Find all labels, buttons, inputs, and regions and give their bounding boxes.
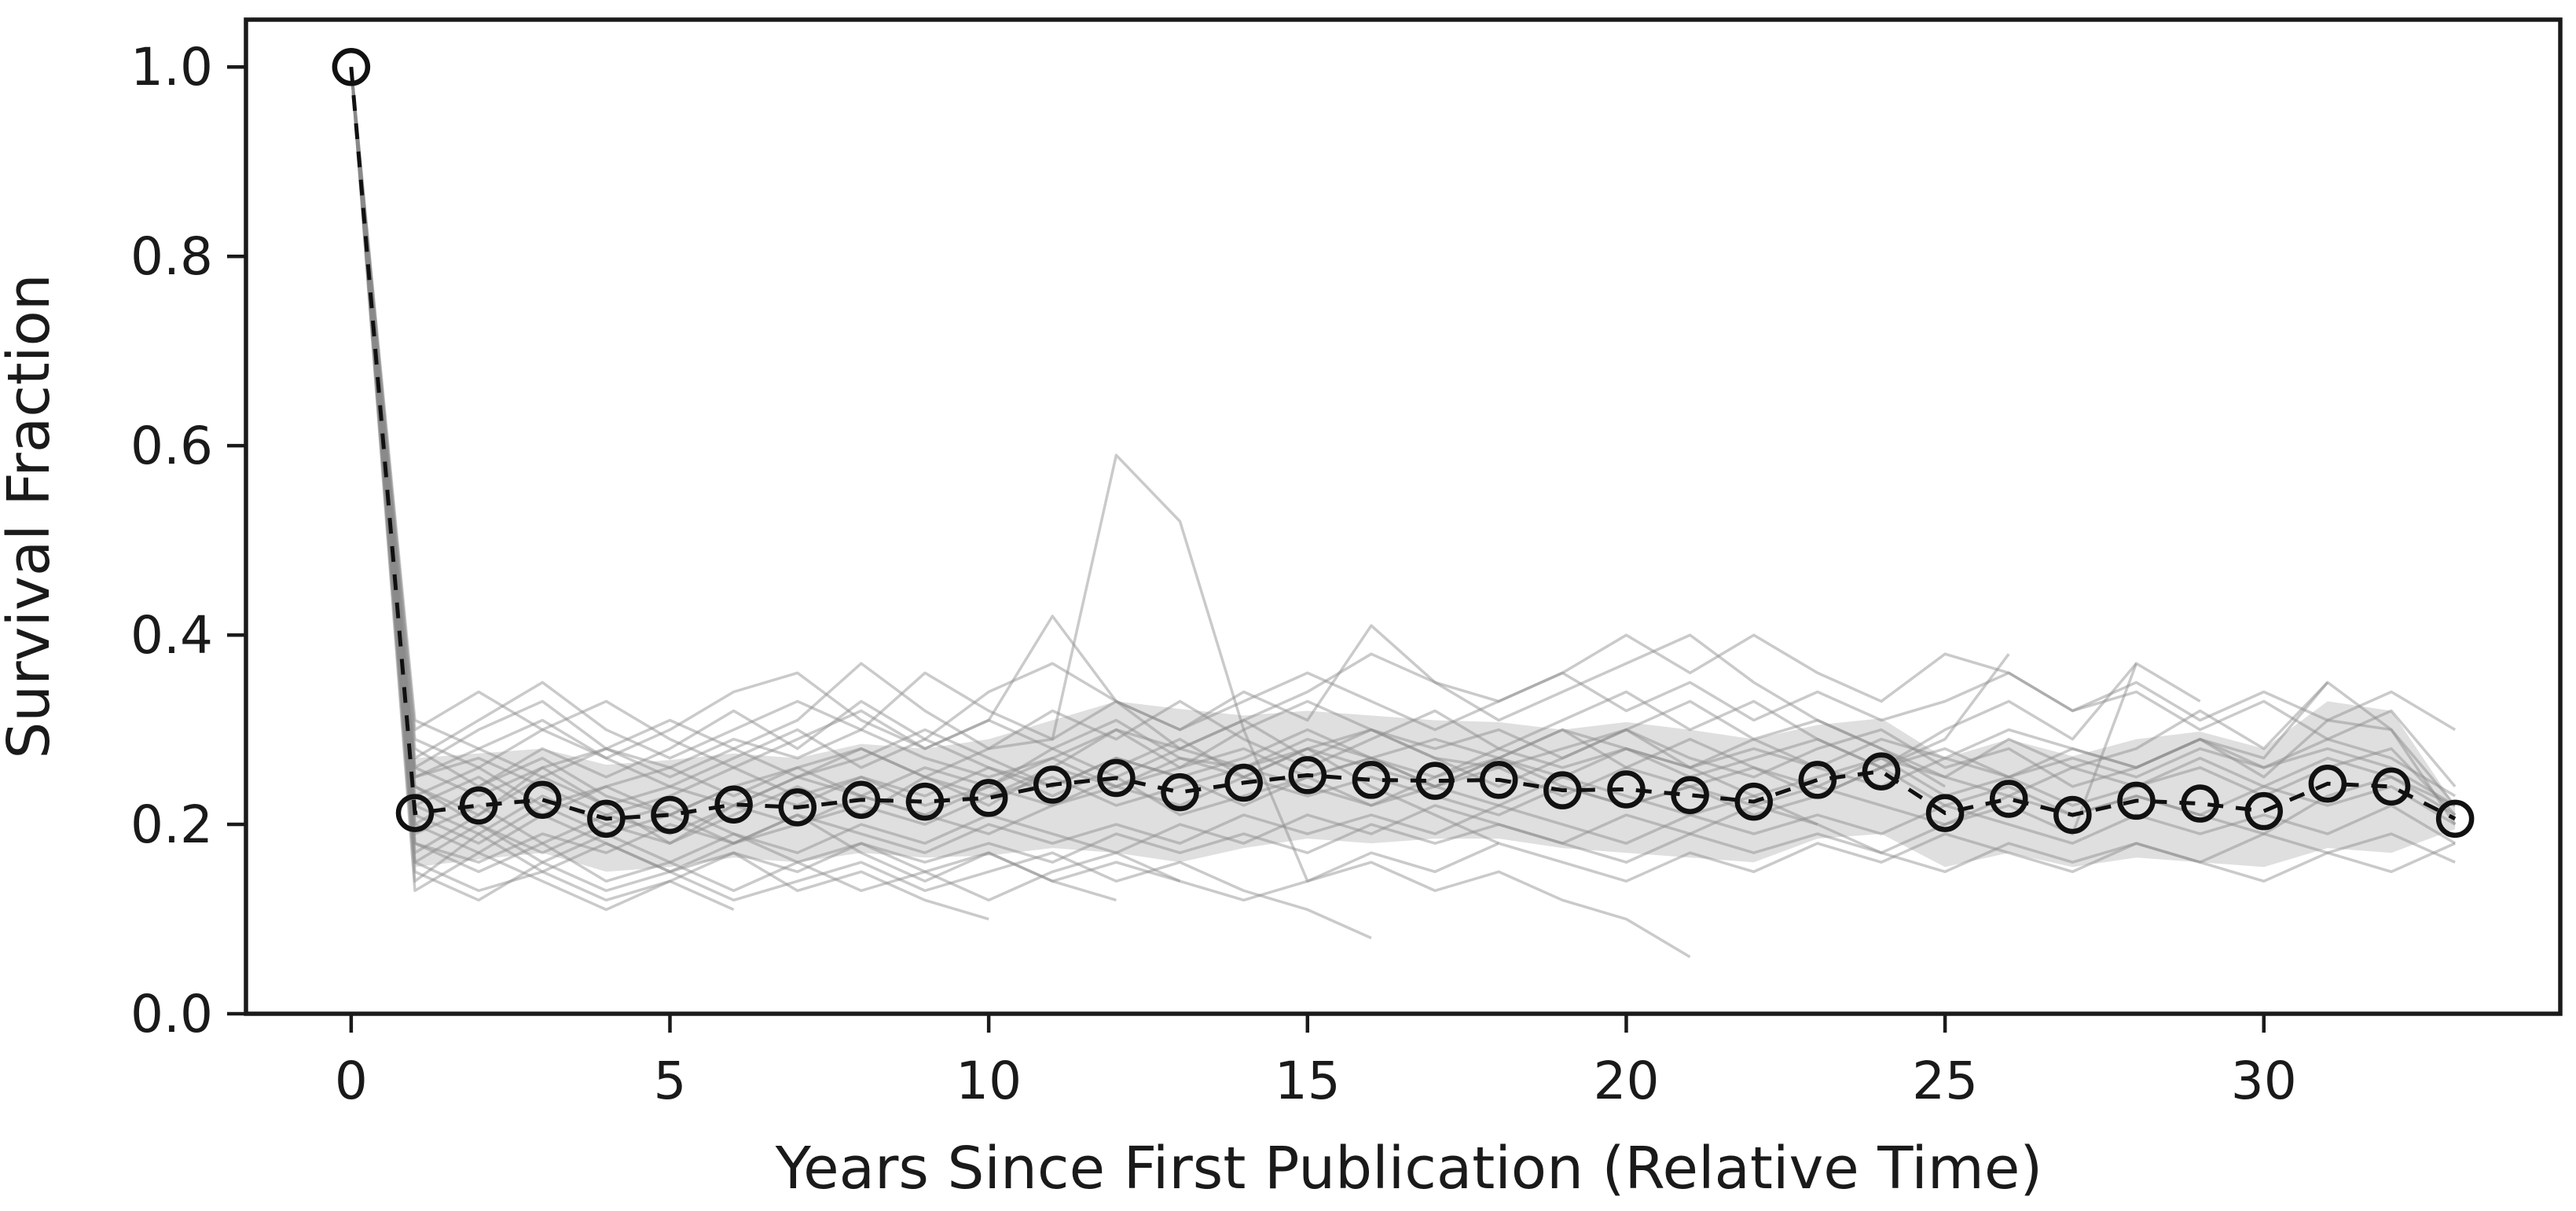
individual-run-line xyxy=(350,67,2457,845)
mean-marker xyxy=(332,47,371,86)
y-tick-label: 0.4 xyxy=(130,605,213,666)
individual-run-line xyxy=(350,67,2457,845)
mean-marker xyxy=(1033,765,1072,804)
individual-run-line xyxy=(350,67,2456,893)
individual-run-line xyxy=(350,67,1818,826)
mean-marker xyxy=(523,780,562,819)
x-axis-ticks: 0 5 10 15 20 25 30 xyxy=(335,1014,2297,1111)
x-tick-label: 20 xyxy=(1593,1051,1659,1111)
x-tick-label: 10 xyxy=(956,1051,1022,1111)
mean-marker xyxy=(1798,761,1837,799)
x-tick-label: 0 xyxy=(335,1051,368,1111)
individual-run-line xyxy=(350,67,2457,807)
mean-marker xyxy=(778,788,817,827)
individual-run-line xyxy=(350,67,2457,760)
individual-run-line xyxy=(350,67,735,912)
mean-marker xyxy=(1607,770,1646,809)
individual-run-line xyxy=(350,67,1181,893)
x-tick-label: 30 xyxy=(2231,1051,2297,1111)
x-tick-label: 5 xyxy=(654,1051,687,1111)
individual-run-line xyxy=(350,67,2457,854)
individual-run-line xyxy=(350,67,1946,788)
mean-marker xyxy=(1989,780,2028,818)
y-tick-label: 0.6 xyxy=(130,416,213,476)
mean-marker xyxy=(2244,791,2283,831)
individual-run-line xyxy=(350,67,2457,864)
individual-run-line xyxy=(350,67,2456,826)
mean-marker xyxy=(587,799,626,839)
individual-run-line xyxy=(350,67,2457,826)
mean-marker xyxy=(1925,794,1965,832)
mean-marker xyxy=(1479,761,1518,799)
mean-marker xyxy=(651,795,689,835)
mean-marker xyxy=(1161,772,1199,812)
mean-marker xyxy=(2372,767,2411,806)
individual-run-line xyxy=(350,67,2137,779)
mean-marker xyxy=(1288,756,1327,794)
mean-marker xyxy=(2053,795,2092,835)
mean-marker xyxy=(842,780,881,819)
individual-run-line xyxy=(350,67,2457,817)
mean-marker xyxy=(1734,782,1773,821)
y-tick-label: 0.8 xyxy=(130,226,213,287)
mean-marker xyxy=(2308,764,2347,803)
y-axis-ticks: 0.0 0.2 0.4 0.6 0.8 1.0 xyxy=(130,37,246,1044)
individual-run-line xyxy=(350,67,1372,940)
individual-run-line xyxy=(350,67,1499,845)
x-tick-label: 25 xyxy=(1912,1051,1978,1111)
x-tick-label: 15 xyxy=(1275,1051,1341,1111)
mean-marker xyxy=(1352,761,1391,799)
mean-marker xyxy=(969,779,1008,817)
y-tick-label: 0.2 xyxy=(130,794,213,855)
mean-marker xyxy=(2181,784,2219,823)
mean-marker xyxy=(1415,761,1455,800)
y-tick-label: 1.0 xyxy=(130,37,213,97)
mean-marker xyxy=(1862,752,1901,791)
plot-frame xyxy=(244,17,2563,1016)
individual-run-line xyxy=(350,67,2201,864)
individual-run-line xyxy=(350,67,2456,883)
mean-marker xyxy=(1097,758,1136,798)
mean-marker xyxy=(2435,799,2475,839)
mean-marker xyxy=(2117,781,2156,820)
mean-marker xyxy=(905,782,945,821)
mean-marker xyxy=(395,794,435,832)
y-axis-label: Survival Fraction xyxy=(0,273,63,758)
mean-line xyxy=(349,67,2457,821)
y-tick-label: 0.0 xyxy=(130,984,213,1044)
mean-marker xyxy=(1543,771,1582,809)
individual-run-line xyxy=(350,67,1691,959)
individual-run-line xyxy=(350,67,989,921)
individual-run-line xyxy=(350,67,1117,902)
mean-marker xyxy=(714,785,753,824)
mean-series-layer xyxy=(332,47,2475,839)
mean-marker xyxy=(1671,776,1709,814)
individual-run-line xyxy=(350,67,2457,817)
individual-run-line xyxy=(350,67,2457,788)
individual-run-line xyxy=(350,67,2329,817)
x-axis-label: Years Since First Publication (Relative … xyxy=(775,1135,2043,1202)
mean-marker xyxy=(459,786,498,825)
mean-marker xyxy=(1224,763,1263,802)
